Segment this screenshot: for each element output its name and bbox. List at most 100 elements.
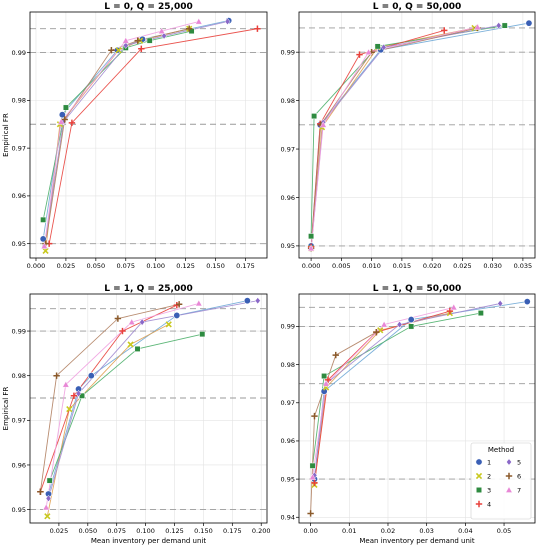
y-tick-label: 0.95 — [281, 242, 295, 250]
data-point-3 — [46, 477, 53, 484]
data-point-7 — [380, 320, 388, 328]
panel-title: L = 0, Q = 50,000 — [373, 2, 462, 12]
x-tick-label: 0.125 — [165, 527, 184, 535]
data-point-1 — [320, 387, 328, 395]
y-tick-label: 0.99 — [281, 323, 295, 331]
series-line-4 — [39, 304, 177, 492]
series-line-7 — [312, 306, 454, 478]
data-point-1 — [407, 316, 415, 324]
x-tick-label: 0.035 — [514, 262, 533, 270]
data-point-6 — [307, 510, 314, 517]
data-point-6 — [185, 25, 193, 32]
data-point-3 — [146, 37, 153, 44]
x-tick-label: 0.025 — [57, 262, 76, 270]
data-point-7 — [195, 299, 203, 307]
axes-frame — [298, 293, 536, 524]
x-tick-label: 0.05 — [497, 527, 511, 535]
data-point-6 — [134, 37, 141, 44]
x-tick-label: 0.075 — [107, 527, 126, 535]
y-tick-label: 0.97 — [12, 144, 26, 152]
data-point-4 — [356, 51, 363, 58]
data-point-7 — [319, 121, 327, 128]
data-point-4 — [441, 27, 448, 34]
x-tick-label: 0.00 — [303, 527, 317, 535]
data-point-6 — [108, 47, 115, 54]
x-tick-label: 0.150 — [194, 527, 213, 535]
y-axis-label: Empirical FR — [2, 387, 10, 431]
legend-label-4: 4 — [487, 500, 491, 508]
axes-frame — [29, 293, 268, 524]
panel-title: L = 0, Q = 25,000 — [104, 2, 193, 12]
y-tick-label: 0.97 — [281, 399, 295, 407]
data-point-1 — [525, 19, 533, 27]
y-tick-label: 0.95 — [12, 240, 26, 248]
data-point-7 — [473, 23, 482, 30]
data-point-3 — [199, 331, 206, 338]
data-point-4 — [70, 392, 78, 399]
x-tick-label: 0.100 — [136, 527, 155, 535]
data-point-3 — [62, 104, 69, 111]
legend-label-6: 6 — [517, 472, 521, 480]
data-point-7 — [62, 381, 70, 388]
data-point-3 — [321, 373, 328, 380]
legend-marker-7 — [505, 486, 513, 493]
y-tick-label: 0.96 — [12, 461, 26, 469]
data-point-4 — [446, 307, 454, 315]
data-point-7 — [128, 318, 136, 325]
legend-marker-4 — [475, 500, 483, 508]
x-tick-label: 0.050 — [87, 262, 106, 270]
data-point-7 — [322, 380, 330, 387]
axes-frame — [298, 11, 536, 259]
data-point-7 — [42, 503, 50, 511]
data-point-5 — [380, 43, 387, 51]
legend: Method 1 2 3 4 5 6 7 — [470, 442, 532, 520]
plot-area — [30, 12, 267, 258]
data-point-6 — [114, 315, 122, 322]
x-axis-label: Mean inventory per demand unit — [359, 537, 474, 545]
data-point-3 — [134, 345, 141, 352]
data-point-1 — [243, 297, 251, 305]
plot-area — [30, 294, 267, 523]
data-point-7 — [450, 303, 458, 311]
y-tick-label: 0.98 — [12, 372, 26, 380]
data-point-3 — [40, 216, 47, 223]
series-line-7 — [45, 302, 199, 508]
legend-marker-1 — [475, 458, 483, 466]
y-tick-label: 0.97 — [281, 145, 295, 153]
data-point-5 — [75, 389, 82, 398]
data-point-6 — [311, 412, 318, 420]
x-tick-label: 0.000 — [27, 262, 46, 270]
data-point-2 — [44, 513, 51, 520]
data-point-4 — [119, 327, 126, 335]
series-line-7 — [310, 26, 478, 249]
x-tick-label: 0.025 — [453, 262, 472, 270]
x-tick-label: 0.125 — [176, 262, 195, 270]
y-tick-label: 0.95 — [281, 475, 295, 483]
data-point-7 — [307, 244, 315, 252]
y-tick-label: 0.97 — [12, 417, 26, 425]
x-tick-label: 0.005 — [332, 262, 351, 270]
data-point-1 — [173, 311, 181, 319]
data-point-3 — [311, 113, 318, 120]
legend-label-5: 5 — [517, 458, 521, 466]
panel-title: L = 1, Q = 25,000 — [104, 284, 193, 294]
data-point-7 — [309, 473, 317, 480]
data-point-2 — [127, 341, 134, 348]
data-point-5 — [139, 318, 146, 326]
data-point-6 — [175, 301, 183, 308]
legend-box — [470, 442, 532, 520]
x-tick-label: 0.175 — [223, 527, 242, 535]
y-tick-label: 0.96 — [281, 437, 295, 445]
series-line-3 — [312, 312, 481, 466]
x-axis-label: Mean inventory per demand unit — [91, 537, 206, 545]
y-tick-label: 0.96 — [281, 194, 295, 202]
data-point-2 — [42, 247, 49, 254]
data-point-4 — [324, 376, 332, 384]
data-point-1 — [523, 298, 531, 306]
x-tick-label: 0.04 — [458, 527, 472, 535]
data-point-1 — [39, 235, 47, 243]
x-tick-label: 0.030 — [483, 262, 502, 270]
data-point-2 — [66, 406, 73, 413]
data-point-3 — [309, 462, 316, 469]
